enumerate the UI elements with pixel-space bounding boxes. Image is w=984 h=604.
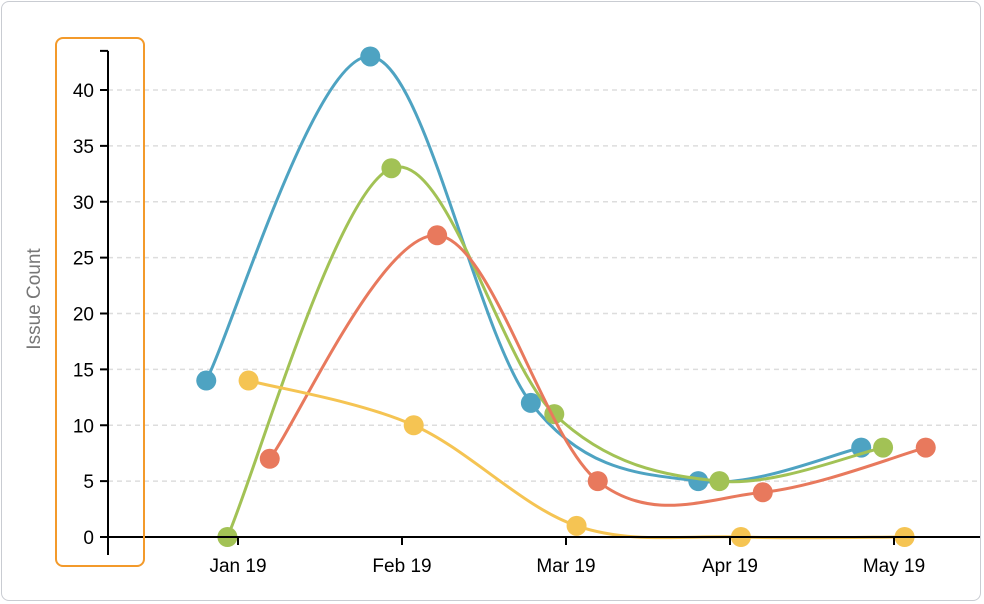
data-point-series-0[interactable]: [520, 392, 541, 413]
x-tick-label: Jan 19: [209, 556, 266, 577]
x-tick-label: May 19: [863, 556, 925, 577]
y-axis-highlight-box: [55, 37, 145, 567]
data-point-series-2[interactable]: [752, 482, 773, 503]
y-tick-label: 15: [73, 360, 94, 381]
x-tick-label: Apr 19: [702, 556, 758, 577]
data-point-series-1[interactable]: [709, 471, 730, 492]
data-point-series-3[interactable]: [566, 515, 587, 536]
y-tick-label: 25: [73, 249, 94, 270]
series-line-1: [226, 165, 884, 538]
x-tick-label: Feb 19: [372, 556, 431, 577]
data-point-series-2[interactable]: [427, 225, 448, 246]
series-line-0: [204, 54, 862, 484]
y-axis-title: Issue Count: [24, 248, 45, 350]
data-point-series-3[interactable]: [403, 415, 424, 436]
y-tick-label: 30: [73, 193, 94, 214]
series-layer: [196, 46, 936, 547]
data-point-series-1[interactable]: [381, 158, 402, 179]
data-point-series-0[interactable]: [196, 370, 217, 391]
gridlines: [108, 89, 980, 482]
data-point-series-2[interactable]: [259, 448, 280, 469]
y-tick-label: 20: [73, 305, 94, 326]
y-tick-label: 35: [73, 137, 94, 158]
y-tick-label: 40: [73, 81, 94, 102]
y-tick-label: 5: [83, 472, 94, 493]
y-tick-label: 0: [83, 528, 94, 549]
data-point-series-3[interactable]: [238, 370, 259, 391]
y-tick-label: 10: [73, 416, 94, 437]
y-axis: 0 5 10 15 20 25 30 35 40: [73, 49, 109, 555]
x-axis: Jan 19 Feb 19 Mar 19 Apr 19 May 19: [100, 536, 980, 577]
x-tick-label: Mar 19: [536, 556, 595, 577]
data-point-series-0[interactable]: [688, 471, 709, 492]
series-line-2: [268, 233, 927, 507]
data-point-series-1[interactable]: [873, 437, 894, 458]
data-point-series-2[interactable]: [915, 437, 936, 458]
data-point-series-0[interactable]: [360, 46, 381, 67]
data-point-series-2[interactable]: [587, 471, 608, 492]
